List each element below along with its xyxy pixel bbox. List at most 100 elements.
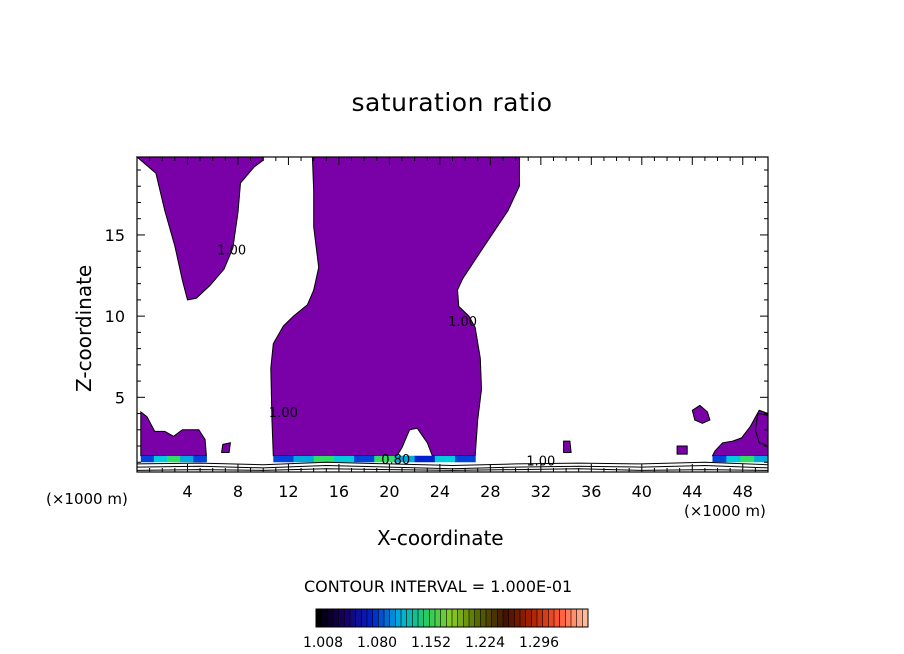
colorbar-cell	[491, 609, 498, 627]
colorbar-cell	[457, 609, 464, 627]
colorbar-cell	[537, 609, 543, 627]
colorbar-cell	[452, 609, 458, 627]
colorbar-cell	[418, 609, 424, 627]
colorbar-cell	[514, 609, 521, 627]
colorbar-cell	[576, 609, 583, 627]
colorbar-cell	[406, 609, 413, 627]
contour-label: 0.80	[381, 453, 410, 468]
x-tick-label: 32	[531, 482, 551, 501]
band-1-cell	[273, 455, 294, 463]
colorbar-cell	[333, 609, 339, 627]
region-left-cap	[135, 156, 264, 301]
x-tick-label: 40	[632, 482, 652, 501]
colorbar-cell	[582, 609, 589, 627]
contour-label: 1.00	[448, 315, 477, 330]
y-tick-label: 10	[105, 307, 125, 326]
contour-label: 1.00	[526, 455, 555, 470]
region-specks	[221, 442, 231, 453]
colorbar-cell	[423, 609, 430, 627]
colorbar-cell	[469, 609, 475, 627]
band-1-cell	[414, 455, 436, 463]
colorbar-cell	[520, 609, 526, 627]
colorbar-cell	[412, 609, 419, 627]
y-tick-label: 5	[115, 388, 125, 407]
x-tick-label: 28	[480, 482, 500, 501]
x-tick-label: 36	[581, 482, 601, 501]
colorbar-cell	[401, 609, 407, 627]
colorbar-cell	[508, 609, 515, 627]
colorbar-tick-label: 1.296	[519, 635, 559, 651]
band-2-cell	[740, 455, 755, 463]
band-2-cell	[754, 455, 769, 463]
band-1-cell	[374, 455, 395, 463]
x-unit-label-right: (×1000 m)	[684, 502, 766, 520]
contour-label: 1.00	[217, 243, 246, 258]
band-1-cell	[293, 455, 315, 463]
x-tick-label: 48	[733, 482, 753, 501]
colorbar-cell	[480, 609, 487, 627]
x-axis-label: X-coordinate	[377, 526, 504, 550]
colorbar-cell	[361, 609, 368, 627]
colorbar-cell	[571, 609, 577, 627]
colorbar-cell	[327, 609, 334, 627]
band-1-cell	[394, 455, 416, 463]
contour-label: 1.00	[269, 406, 298, 421]
colorbar-cell	[372, 609, 379, 627]
x-tick-label: 4	[182, 482, 192, 501]
x-unit-label-left: (×1000 m)	[46, 490, 128, 508]
region-speck-b	[563, 440, 572, 453]
colorbar-cell	[384, 609, 390, 627]
colorbar-cell	[446, 609, 453, 627]
y-tick-label: 15	[105, 226, 125, 245]
colorbar-cell	[355, 609, 362, 627]
region-far-right-lobe	[754, 412, 769, 447]
band-0-cell	[167, 455, 181, 463]
colorbar-cell	[497, 609, 504, 627]
colorbar-cell	[440, 609, 447, 627]
x-tick-label: 8	[233, 482, 243, 501]
colorbar-tick-label: 1.152	[411, 635, 451, 651]
colorbar-cell	[435, 609, 441, 627]
x-tick-label: 12	[278, 482, 298, 501]
region-central-column	[270, 156, 520, 457]
colorbar-cell	[378, 609, 385, 627]
band-1-cell	[354, 455, 375, 463]
band-1-cell	[455, 455, 476, 463]
x-tick-label: 16	[329, 482, 349, 501]
colorbar-cell	[474, 609, 481, 627]
colorbar-tick-label: 1.008	[303, 635, 343, 651]
colorbar-frame	[315, 608, 589, 628]
x-tick-label: 24	[430, 482, 450, 501]
colorbar-cell	[525, 609, 532, 627]
colorbar-tick-label: 1.224	[465, 635, 505, 651]
region-right-small-blob	[691, 404, 711, 424]
colorbar-cell	[463, 609, 470, 627]
colorbar-cell	[542, 609, 549, 627]
region-left-blob	[140, 410, 207, 457]
contour-interval-note: CONTOUR INTERVAL = 1.000E-01	[304, 577, 573, 596]
band-1-cell	[434, 455, 456, 463]
boundary-contour-line	[136, 461, 769, 467]
colorbar-cell	[559, 609, 566, 627]
colorbar-cell	[429, 609, 436, 627]
colorbar-cell	[531, 609, 538, 627]
band-2-cell	[712, 455, 727, 463]
colorbar-cell	[344, 609, 351, 627]
band-1-cell	[313, 455, 335, 463]
colorbar-cell	[316, 609, 322, 627]
colorbar-tick-label: 1.080	[357, 635, 397, 651]
chart-title: saturation ratio	[351, 88, 553, 117]
colorbar-cell	[503, 609, 509, 627]
band-0-cell	[153, 455, 168, 463]
colorbar-cell	[338, 609, 345, 627]
x-tick-label: 44	[682, 482, 702, 501]
colorbar-cell	[548, 609, 555, 627]
colorbar-cell	[395, 609, 402, 627]
colorbar-cell	[350, 609, 356, 627]
band-0-cell	[180, 455, 194, 463]
band-1-cell	[333, 455, 355, 463]
colorbar-cell	[565, 609, 572, 627]
colorbar-cell	[554, 609, 560, 627]
x-tick-label: 20	[379, 482, 399, 501]
